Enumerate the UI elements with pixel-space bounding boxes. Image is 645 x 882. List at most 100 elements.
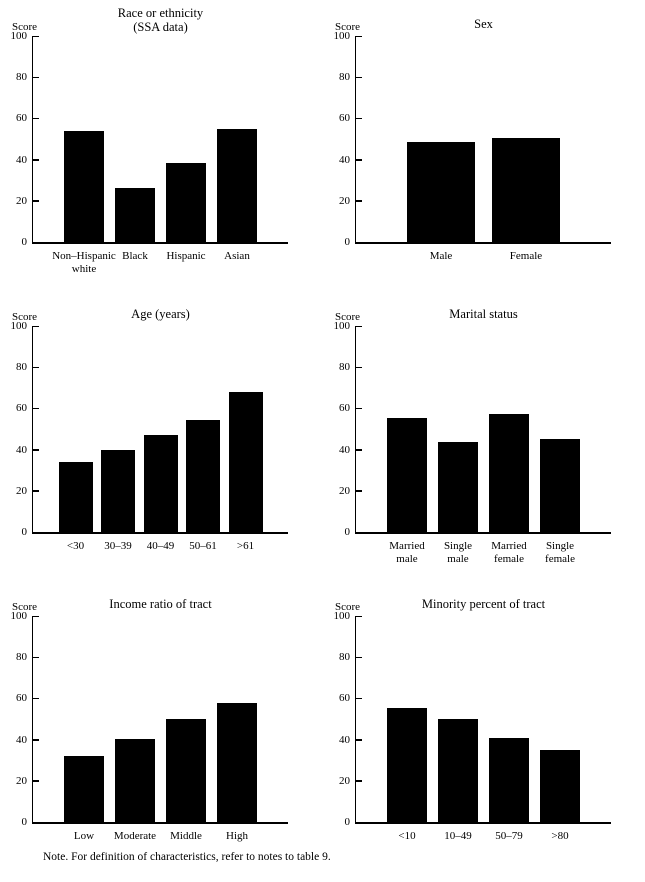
y-tick-mark [356, 35, 362, 37]
y-tick-label: 80 [16, 71, 27, 84]
y-axis-line [31, 36, 33, 244]
y-tick-mark [33, 531, 39, 533]
y-tick-mark [33, 490, 39, 492]
y-axis-label: Score [12, 601, 38, 613]
y-axis-line [31, 326, 33, 534]
x-axis-line [354, 532, 611, 534]
y-axis-line [354, 616, 356, 824]
category-label: 40–49 [146, 540, 175, 552]
y-tick-mark [356, 449, 362, 451]
y-tick-label: 60 [16, 692, 27, 705]
y-tick-mark [33, 697, 39, 700]
y-tick-mark [33, 656, 39, 659]
y-tick-mark [356, 159, 362, 161]
bar [186, 419, 220, 532]
chart-title: Marital status [449, 307, 518, 321]
y-tick-label: 20 [16, 484, 27, 497]
x-axis-line [31, 532, 288, 534]
y-tick-label: 80 [339, 651, 350, 664]
y-tick-label: 100 [333, 320, 351, 332]
category-label: 30–39 [104, 540, 132, 552]
y-tick-mark [33, 241, 39, 243]
y-tick-mark [356, 821, 362, 823]
bar [63, 756, 105, 822]
category-label: Black [122, 250, 148, 262]
y-tick-mark [356, 117, 362, 120]
bar [216, 128, 258, 242]
y-tick-label: 20 [16, 194, 27, 207]
y-tick-mark [356, 656, 362, 659]
y-tick-label: 0 [344, 236, 351, 248]
bar [114, 188, 156, 242]
bar [386, 707, 428, 822]
y-tick-mark [33, 200, 39, 202]
y-tick-label: 40 [16, 443, 27, 456]
y-tick-mark [33, 76, 39, 79]
y-tick-mark [33, 739, 39, 741]
y-tick-label: 40 [339, 153, 350, 166]
bar [143, 435, 178, 532]
bar [228, 391, 263, 532]
y-tick-label: 80 [16, 361, 27, 374]
bar [437, 719, 479, 822]
y-tick-mark [33, 117, 39, 120]
bar [165, 162, 207, 242]
category-label: Female [509, 250, 543, 262]
bar [539, 439, 581, 532]
bar [437, 442, 479, 532]
y-tick-label: 20 [16, 774, 27, 787]
chart-panel-age: Age (years) Score 0 20 40 60 80 100 <30 30–39 40–4… [0, 290, 322, 580]
y-axis-label: Score [12, 21, 38, 33]
y-tick-mark [33, 325, 39, 327]
chart-panel-sex: Sex Score 0 20 40 60 80 100 Male Female [323, 0, 645, 290]
y-axis-label: Score [335, 21, 361, 33]
bar [101, 449, 135, 532]
y-tick-label: 40 [339, 733, 350, 746]
y-tick-mark [33, 159, 39, 161]
y-tick-label: 80 [16, 651, 27, 664]
y-tick-mark [33, 35, 39, 37]
y-tick-label: 60 [339, 112, 350, 125]
y-tick-mark [356, 739, 362, 741]
chart-panel-marital-status: Marital status Score 0 20 40 60 80 100 Married m… [323, 290, 645, 580]
bar [488, 413, 530, 532]
category-label: Married female [491, 540, 527, 565]
y-axis-line [31, 616, 33, 824]
category-label: Asian [224, 250, 250, 262]
y-axis-label: Score [12, 311, 38, 323]
y-tick-label: 100 [333, 610, 351, 622]
bar [492, 137, 560, 242]
x-axis-line [354, 242, 611, 244]
category-label: Hispanic [166, 250, 206, 262]
y-tick-mark [356, 241, 362, 243]
bar [63, 130, 105, 242]
chart-title: Income ratio of tract [109, 597, 212, 611]
chart-title: Minority percent of tract [421, 597, 546, 611]
bar [165, 719, 207, 822]
y-tick-mark [33, 366, 39, 369]
y-tick-mark [356, 325, 362, 327]
category-label: <30 [66, 540, 85, 552]
bar [386, 417, 428, 532]
y-tick-label: 100 [10, 610, 28, 622]
bar [407, 142, 475, 242]
figure-note: Note. For definition of characteristics,… [43, 851, 331, 863]
y-tick-mark [33, 615, 39, 617]
y-tick-mark [356, 490, 362, 492]
y-tick-mark [356, 697, 362, 700]
y-tick-label: 0 [21, 526, 28, 538]
category-label: <10 [398, 830, 416, 842]
category-label: 10–49 [444, 830, 472, 842]
chart-panel-race-ethnicity: Race or ethnicity (SSA data) Score 0 20 40 60… [0, 0, 322, 290]
y-tick-label: 60 [16, 112, 27, 125]
category-label: Single female [545, 540, 575, 565]
y-tick-label: 80 [339, 361, 350, 374]
bar [539, 749, 581, 822]
y-tick-label: 100 [10, 30, 28, 42]
x-axis-line [354, 822, 611, 824]
chart-title: Race or ethnicity (SSA data) [117, 6, 204, 34]
category-label: Single male [443, 540, 473, 565]
y-tick-label: 20 [339, 194, 350, 207]
x-axis-line [31, 822, 288, 824]
